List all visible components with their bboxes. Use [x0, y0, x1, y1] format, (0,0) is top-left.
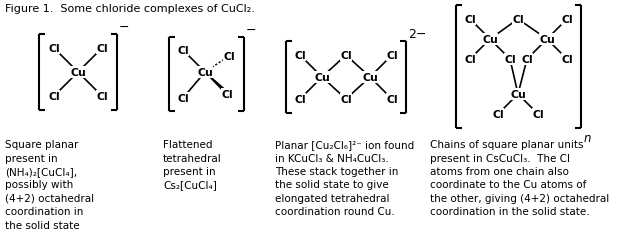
Text: elongated tetrahedral: elongated tetrahedral	[275, 193, 390, 203]
Text: Cl: Cl	[177, 46, 189, 56]
Text: Cu: Cu	[482, 35, 498, 45]
Text: Cu: Cu	[197, 68, 213, 78]
Text: in KCuCl₃ & NH₄CuCl₃.: in KCuCl₃ & NH₄CuCl₃.	[275, 153, 388, 163]
Text: Cl: Cl	[512, 15, 524, 25]
Text: Cl: Cl	[386, 51, 398, 61]
Text: Cl: Cl	[340, 51, 352, 61]
Text: Cu: Cu	[510, 90, 526, 100]
Text: coordination in: coordination in	[5, 207, 83, 217]
Text: (NH₄)₂[CuCl₄],: (NH₄)₂[CuCl₄],	[5, 166, 77, 176]
Text: −: −	[119, 21, 129, 34]
Text: Figure 1.  Some chloride complexes of CuCl₂.: Figure 1. Some chloride complexes of CuC…	[5, 4, 255, 14]
Text: coordinate to the Cu atoms of: coordinate to the Cu atoms of	[430, 180, 586, 190]
Text: n: n	[584, 132, 591, 144]
Text: the solid state: the solid state	[5, 220, 79, 230]
Text: Cl: Cl	[504, 55, 516, 65]
Text: tetrahedral: tetrahedral	[163, 153, 221, 163]
Text: Cl: Cl	[532, 110, 544, 120]
Text: Cl: Cl	[294, 94, 306, 104]
Text: possibly with: possibly with	[5, 180, 73, 190]
Text: Cl: Cl	[177, 94, 189, 104]
Text: Cl: Cl	[561, 55, 573, 65]
Text: Cu: Cu	[362, 73, 378, 83]
Text: These stack together in: These stack together in	[275, 166, 398, 176]
Text: Cl: Cl	[492, 110, 504, 120]
Text: Cl: Cl	[48, 92, 60, 102]
Text: present in: present in	[163, 166, 216, 176]
Text: Cl: Cl	[521, 55, 533, 65]
Text: atoms from one chain also: atoms from one chain also	[430, 166, 569, 176]
Text: Cl: Cl	[223, 52, 235, 62]
Text: Cu: Cu	[314, 73, 330, 83]
Text: −: −	[246, 24, 257, 37]
Text: present in: present in	[5, 153, 58, 163]
Text: Cl: Cl	[464, 15, 476, 25]
Text: Planar [Cu₂Cl₆]²⁻ ion found: Planar [Cu₂Cl₆]²⁻ ion found	[275, 140, 414, 149]
Text: coordination round Cu.: coordination round Cu.	[275, 207, 395, 217]
Text: the other, giving (4+2) octahedral: the other, giving (4+2) octahedral	[430, 193, 609, 203]
Polygon shape	[205, 73, 229, 98]
Text: the solid state to give: the solid state to give	[275, 180, 388, 190]
Text: Cl: Cl	[561, 15, 573, 25]
Text: Cl: Cl	[340, 94, 352, 104]
Text: Cl: Cl	[96, 44, 108, 54]
Text: Flattened: Flattened	[163, 140, 212, 149]
Text: Cl: Cl	[386, 94, 398, 104]
Text: Cl: Cl	[464, 55, 476, 65]
Text: present in CsCuCl₃.  The Cl: present in CsCuCl₃. The Cl	[430, 153, 570, 163]
Text: Cl: Cl	[221, 90, 233, 100]
Text: Cl: Cl	[294, 51, 306, 61]
Text: Cs₂[CuCl₄]: Cs₂[CuCl₄]	[163, 180, 217, 190]
Text: Cl: Cl	[48, 44, 60, 54]
Text: Cl: Cl	[96, 92, 108, 102]
Text: (4+2) octahedral: (4+2) octahedral	[5, 193, 94, 203]
Text: 2−: 2−	[408, 28, 426, 41]
Text: Square planar: Square planar	[5, 140, 78, 149]
Text: Cu: Cu	[70, 68, 86, 78]
Text: Cu: Cu	[539, 35, 555, 45]
Text: coordination in the solid state.: coordination in the solid state.	[430, 207, 589, 217]
Text: Chains of square planar units: Chains of square planar units	[430, 140, 584, 149]
